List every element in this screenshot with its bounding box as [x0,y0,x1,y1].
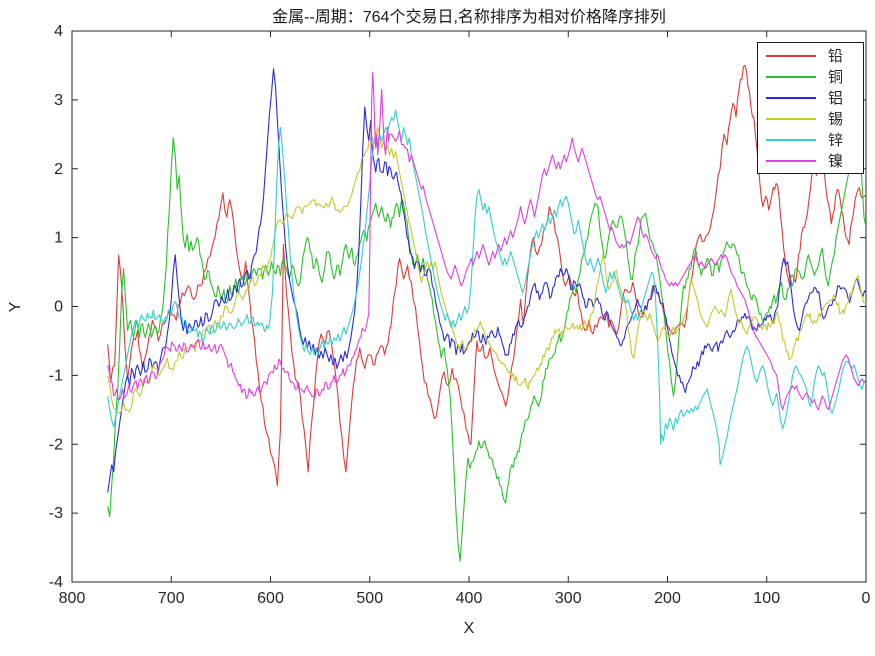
y-tick-label: -2 [49,436,63,453]
legend-label: 锌 [828,132,844,149]
legend-line-sample [766,117,816,120]
series-line-aluminum [107,68,866,493]
series-line-nickel [107,71,866,411]
legend-line-sample [766,159,816,162]
legend-line-sample [766,75,816,78]
legend-label: 锡 [828,111,844,128]
legend: 铅铜铝锡锌镍 [757,42,864,174]
x-axis-label: X [463,620,475,637]
x-tick-label: 200 [654,590,681,607]
legend-item-copper: 铜 [758,67,863,87]
series-line-tin [107,126,866,414]
y-tick-label: 3 [54,92,63,109]
x-tick-label: 100 [753,590,780,607]
legend-item-tin: 锡 [758,109,863,129]
series-line-copper [107,119,866,562]
x-tick-label: 400 [456,590,483,607]
legend-item-lead: 铅 [758,46,863,66]
y-tick-label: 1 [54,230,63,247]
legend-item-zinc: 锌 [758,130,863,150]
y-tick-label: -1 [49,367,63,384]
x-tick-label: 800 [59,590,86,607]
legend-line-sample [766,96,816,99]
legend-item-aluminum: 铝 [758,88,863,108]
legend-line-sample [766,138,816,141]
series-line-lead [107,64,866,487]
legend-item-nickel: 镍 [758,151,863,171]
x-tick-label: 500 [356,590,383,607]
legend-label: 铜 [828,69,844,86]
x-tick-label: 600 [257,590,284,607]
legend-label: 镍 [828,153,844,170]
y-tick-label: 4 [54,23,63,40]
legend-line-sample [766,54,816,57]
y-axis-label: Y [7,301,24,313]
chart-title: 金属--周期：764个交易日,名称排序为相对价格降序排列 [272,9,666,26]
x-tick-label: 700 [158,590,185,607]
y-tick-label: 2 [54,161,63,178]
legend-label: 铝 [828,90,844,107]
x-tick-label: 0 [862,590,871,607]
y-tick-label: -3 [49,505,63,522]
series-line-zinc [107,109,866,466]
y-tick-label: -4 [49,574,63,591]
y-tick-label: 0 [54,299,63,316]
x-tick-label: 300 [555,590,582,607]
legend-label: 铅 [828,48,844,65]
